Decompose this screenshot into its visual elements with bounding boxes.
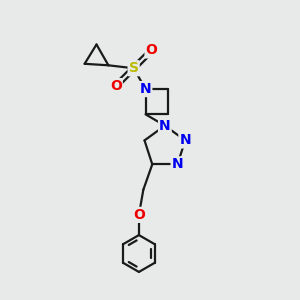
Text: O: O: [110, 79, 122, 93]
Text: N: N: [172, 157, 183, 171]
Text: O: O: [146, 44, 158, 57]
Text: N: N: [140, 82, 152, 96]
Text: S: S: [129, 61, 139, 75]
Text: O: O: [133, 208, 145, 222]
Text: N: N: [179, 134, 191, 147]
Text: N: N: [159, 118, 171, 133]
